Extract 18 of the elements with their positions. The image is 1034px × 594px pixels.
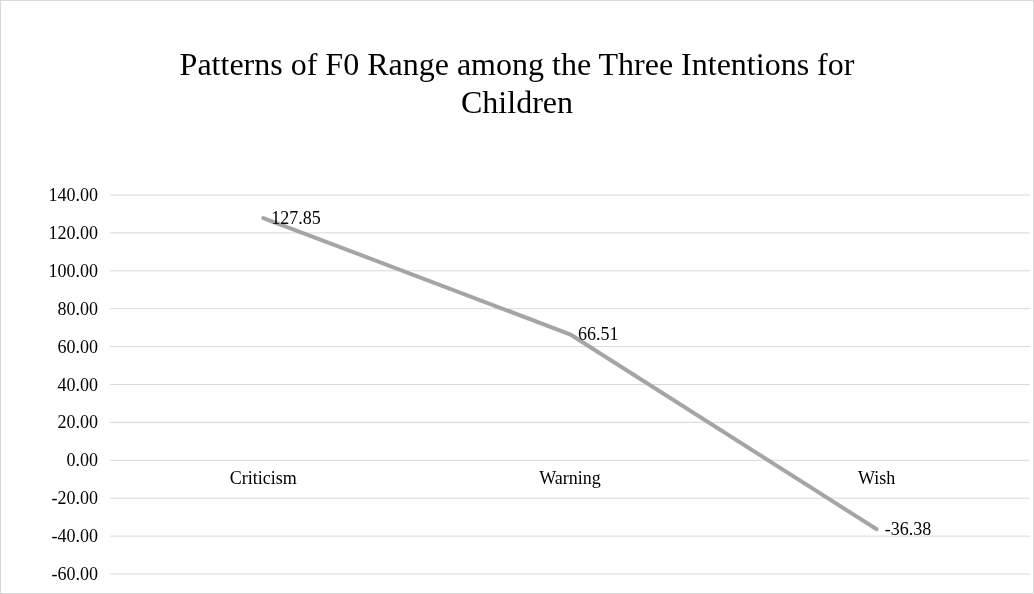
y-tick-label: 80.00 [57, 298, 98, 319]
y-tick-label: 20.00 [57, 412, 98, 433]
y-tick-label: -60.00 [51, 564, 98, 584]
data-label: -36.38 [884, 519, 932, 540]
y-tick-label: 120.00 [48, 222, 98, 243]
y-tick-label: -20.00 [51, 488, 98, 509]
y-tick-label: 140.00 [48, 185, 98, 205]
x-tick-label: Criticism [229, 468, 297, 489]
y-tick-label: -40.00 [51, 526, 98, 547]
y-tick-label: 60.00 [57, 336, 98, 357]
y-tick-label: 100.00 [48, 260, 98, 281]
y-tick-label: 0.00 [66, 450, 98, 471]
data-label: 66.51 [578, 324, 619, 345]
y-tick-label: 40.00 [57, 374, 98, 395]
data-label: 127.85 [271, 208, 321, 229]
chart-title: Patterns of F0 Range among the Three Intentions for Children [179, 46, 855, 120]
x-tick-label: Warning [539, 468, 601, 489]
x-tick-label: Wish [858, 468, 896, 489]
